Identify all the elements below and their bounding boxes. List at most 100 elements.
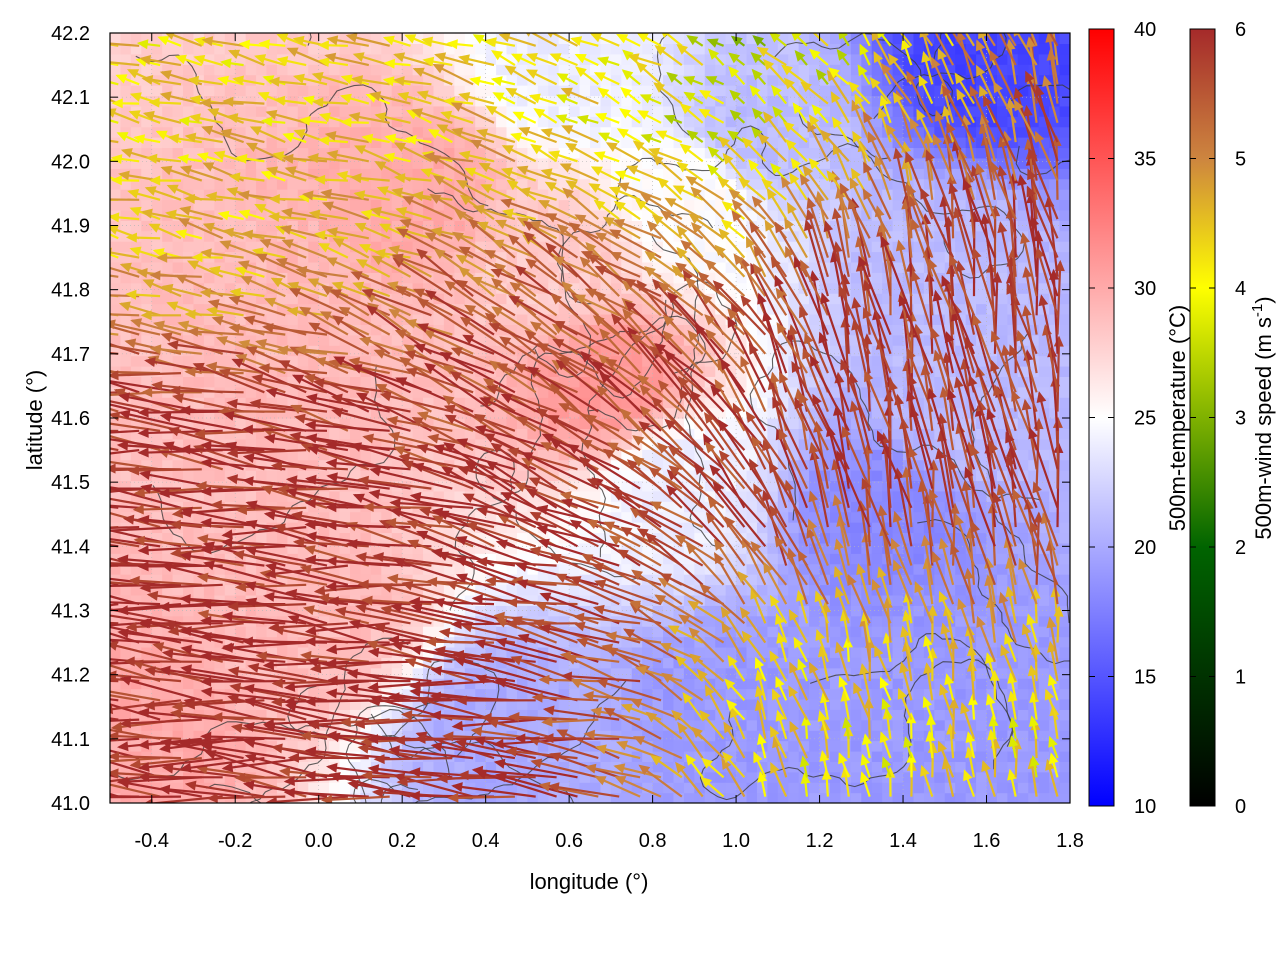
heat-cell xyxy=(579,418,591,430)
heat-cell xyxy=(600,386,612,398)
heat-cell xyxy=(788,626,800,638)
heat-cell xyxy=(318,698,330,710)
heat-cell xyxy=(391,418,403,430)
heat-cell xyxy=(736,771,748,783)
heat-cell xyxy=(516,626,528,638)
heat-cell xyxy=(746,397,758,409)
heat-cell xyxy=(516,85,528,97)
heat-cell xyxy=(162,147,174,159)
heat-cell xyxy=(245,261,257,273)
heat-cell xyxy=(610,740,622,752)
heat-cell xyxy=(433,397,445,409)
heat-cell xyxy=(339,209,351,221)
heat-cell xyxy=(527,719,539,731)
heat-cell xyxy=(631,282,643,294)
heat-cell xyxy=(485,147,497,159)
heat-cell xyxy=(590,698,602,710)
heat-cell xyxy=(245,386,257,398)
heat-cell xyxy=(579,137,591,149)
heat-cell xyxy=(308,168,320,180)
heat-cell xyxy=(183,33,195,45)
heat-cell xyxy=(203,137,215,149)
heat-cell xyxy=(485,178,497,190)
heat-cell xyxy=(423,324,435,336)
heat-cell xyxy=(579,230,591,242)
heat-cell xyxy=(569,730,581,742)
heat-cell xyxy=(590,168,602,180)
heat-cell xyxy=(256,428,268,440)
heat-cell xyxy=(652,178,664,190)
heat-cell xyxy=(610,553,622,565)
heat-cell xyxy=(454,563,466,575)
heat-cell xyxy=(130,220,142,232)
heat-cell xyxy=(788,438,800,450)
heat-cell xyxy=(110,594,122,606)
heat-cell xyxy=(767,313,779,325)
heat-cell xyxy=(454,626,466,638)
heat-cell xyxy=(715,178,727,190)
heat-cell xyxy=(590,53,602,65)
heat-cell xyxy=(266,282,278,294)
heat-cell xyxy=(308,782,320,794)
heat-cell xyxy=(579,345,591,357)
heat-cell xyxy=(256,688,268,700)
heat-cell xyxy=(475,168,487,180)
heat-cell xyxy=(485,688,497,700)
heat-cell xyxy=(360,105,372,117)
heat-cell xyxy=(527,730,539,742)
heat-cell xyxy=(527,85,539,97)
heat-cell xyxy=(256,376,268,388)
heat-cell xyxy=(788,730,800,742)
heat-cell xyxy=(631,386,643,398)
heat-cell xyxy=(151,85,163,97)
heat-cell xyxy=(715,407,727,419)
heat-cell xyxy=(235,584,247,596)
heat-cell xyxy=(214,43,226,55)
heat-cell xyxy=(110,542,122,554)
heat-cell xyxy=(725,53,737,65)
heat-cell xyxy=(329,178,341,190)
heat-cell xyxy=(485,761,497,773)
heat-cell xyxy=(736,792,748,803)
heat-cell xyxy=(256,33,268,45)
heat-cell xyxy=(652,688,664,700)
heat-cell xyxy=(506,386,518,398)
heat-cell xyxy=(110,147,122,159)
heat-cell xyxy=(590,449,602,461)
heat-cell xyxy=(130,376,142,388)
heat-cell xyxy=(172,137,184,149)
heat-cell xyxy=(120,334,132,346)
heat-cell xyxy=(590,511,602,523)
heat-cell xyxy=(590,428,602,440)
heat-cell xyxy=(642,584,654,596)
heat-cell xyxy=(256,261,268,273)
heat-cell xyxy=(141,85,153,97)
heat-cell xyxy=(725,261,737,273)
heat-cell xyxy=(287,313,299,325)
heat-cell xyxy=(245,428,257,440)
heat-cell xyxy=(308,407,320,419)
heat-cell xyxy=(402,85,414,97)
heat-cell xyxy=(381,719,393,731)
heat-cell xyxy=(203,511,215,523)
heat-cell xyxy=(464,230,476,242)
heat-cell xyxy=(569,594,581,606)
heat-cell xyxy=(590,85,602,97)
heat-cell xyxy=(715,782,727,794)
heat-cell xyxy=(704,626,716,638)
heat-cell xyxy=(297,688,309,700)
heat-cell xyxy=(245,178,257,190)
heat-cell xyxy=(287,449,299,461)
heat-cell xyxy=(569,563,581,575)
heat-cell xyxy=(537,459,549,471)
heat-cell xyxy=(151,376,163,388)
heat-cell xyxy=(798,646,810,658)
heat-cell xyxy=(694,761,706,773)
heat-cell xyxy=(339,428,351,440)
heat-cell xyxy=(172,241,184,253)
heat-cell xyxy=(767,480,779,492)
heat-cell xyxy=(423,272,435,284)
heat-cell xyxy=(683,386,695,398)
heat-cell xyxy=(141,553,153,565)
heat-cell xyxy=(224,501,236,513)
